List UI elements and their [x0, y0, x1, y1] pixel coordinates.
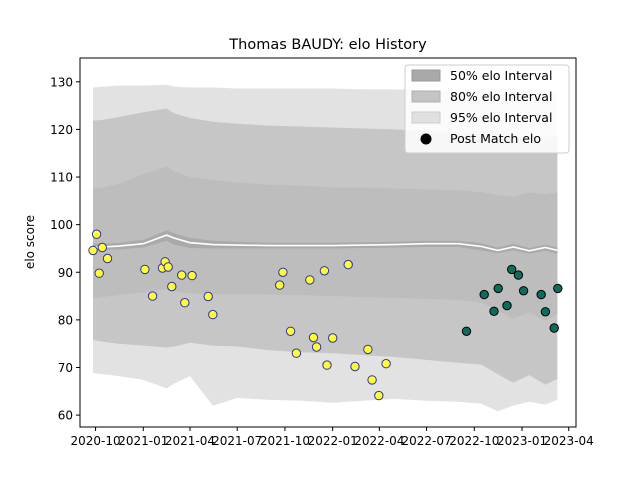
data-point	[507, 264, 517, 275]
y-tick-label: 80	[58, 313, 73, 327]
band-50	[93, 230, 558, 254]
data-point	[536, 289, 546, 300]
y-tick-label: 90	[58, 266, 73, 280]
data-point	[167, 281, 177, 292]
legend-label-95: 95% elo Interval	[450, 110, 552, 125]
legend: 50% elo Interval 80% elo Interval 95% el…	[404, 64, 570, 154]
y-tick-label: 110	[50, 171, 73, 185]
data-point	[285, 326, 296, 336]
data-point	[203, 291, 213, 302]
legend-swatch-80	[411, 90, 441, 103]
data-point	[177, 270, 187, 280]
legend-frame	[404, 64, 570, 154]
data-point	[94, 268, 104, 278]
data-point	[374, 390, 384, 401]
data-point	[319, 266, 330, 276]
data-point	[549, 323, 559, 333]
x-tick-label: 2020-10	[70, 434, 120, 448]
x-tick-label: 2021-04	[165, 434, 215, 448]
median-path	[92, 234, 558, 252]
data-point	[97, 242, 108, 253]
data-point	[278, 267, 288, 277]
data-point	[540, 307, 551, 317]
y-tick-label: 100	[50, 218, 73, 232]
y-axis-label: elo score	[23, 215, 37, 269]
x-tick-label: 2022-01	[308, 434, 358, 448]
data-point	[502, 300, 512, 311]
x-tick-label: 2022-07	[402, 434, 452, 448]
data-point	[163, 262, 173, 272]
data-point	[518, 286, 529, 296]
data-point	[305, 275, 315, 285]
interval-bands	[93, 84, 558, 412]
data-point	[350, 361, 360, 372]
data-point	[102, 253, 113, 264]
data-point	[461, 326, 472, 336]
y-tick-label: 120	[50, 123, 73, 137]
data-points	[88, 229, 563, 401]
x-tick-label: 2023-01	[497, 434, 547, 448]
plot-frame	[79, 57, 577, 428]
data-point	[208, 309, 218, 320]
data-point	[275, 280, 285, 290]
data-point	[322, 360, 332, 370]
data-point	[363, 344, 373, 355]
data-point	[88, 245, 98, 256]
x-tick-label: 2021-01	[118, 434, 168, 448]
data-point	[140, 264, 150, 275]
legend-swatch-95	[411, 111, 441, 124]
data-point	[343, 259, 353, 270]
legend-label-post-match: Post Match elo	[450, 131, 541, 146]
x-axis: 2020-102021-012021-042021-072021-102022-…	[70, 427, 594, 448]
chart-title: Thomas BAUDY: elo History	[228, 37, 427, 53]
data-point	[308, 332, 319, 343]
x-tick-label: 2022-04	[354, 434, 404, 448]
data-point	[291, 348, 302, 358]
data-point	[381, 359, 391, 369]
data-point	[311, 342, 322, 352]
y-tick-label: 130	[50, 75, 73, 89]
legend-marker-post-match	[420, 133, 432, 145]
x-tick-label: 2023-04	[544, 434, 594, 448]
y-tick-label: 70	[58, 361, 73, 375]
legend-label-80: 80% elo Interval	[450, 89, 552, 104]
legend-label-50: 50% elo Interval	[450, 68, 552, 83]
data-point	[187, 270, 197, 281]
x-tick-label: 2021-07	[212, 434, 262, 448]
data-point	[147, 291, 158, 301]
median-line	[92, 234, 558, 252]
data-point	[479, 289, 489, 300]
x-tick-label: 2021-10	[260, 434, 310, 448]
data-point	[493, 283, 503, 294]
data-point	[553, 283, 563, 294]
data-point	[328, 333, 338, 343]
data-point	[513, 270, 524, 280]
data-point	[367, 375, 377, 385]
plot-area	[88, 84, 563, 412]
x-tick-label: 2022-10	[449, 434, 499, 448]
data-point	[91, 229, 102, 239]
data-point	[180, 298, 190, 308]
data-point	[489, 306, 499, 316]
y-axis: 60 70 80 90 100 110 120 130	[50, 75, 80, 423]
y-tick-label: 60	[58, 409, 73, 423]
legend-swatch-50	[411, 69, 441, 82]
